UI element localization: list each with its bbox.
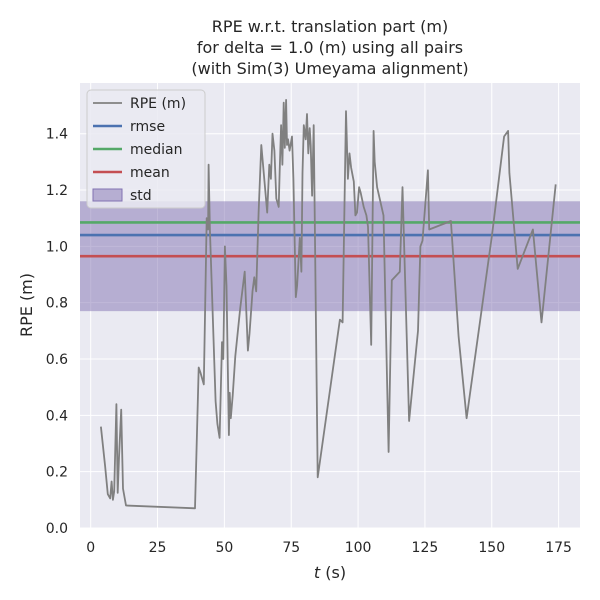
x-tick-label: 100 bbox=[345, 540, 372, 556]
y-tick-label: 0.8 bbox=[46, 296, 68, 312]
x-axis-label-unit: (s) bbox=[320, 563, 346, 582]
rpe-series-line bbox=[100, 99, 557, 510]
stat-lines-layer bbox=[80, 221, 580, 258]
y-tick-label: 0.4 bbox=[46, 408, 68, 424]
legend: RPE (m) rmse median mean std bbox=[86, 89, 206, 209]
y-axis-ticks: 0.0 0.2 0.4 0.6 0.8 1.0 1.2 1.4 bbox=[46, 127, 68, 537]
x-tick-label: 50 bbox=[215, 540, 233, 556]
x-axis-label-var: t bbox=[314, 563, 321, 582]
x-tick-label: 0 bbox=[86, 540, 95, 556]
y-tick-label: 0.0 bbox=[46, 521, 68, 537]
chart-title-line-3: (with Sim(3) Umeyama alignment) bbox=[191, 59, 468, 78]
x-tick-label: 125 bbox=[412, 540, 439, 556]
legend-swatch-std bbox=[92, 188, 123, 202]
y-tick-label: 0.6 bbox=[46, 352, 68, 368]
y-axis-label: RPE (m) bbox=[17, 273, 36, 337]
y-tick-label: 1.4 bbox=[46, 127, 68, 143]
y-tick-label: 1.0 bbox=[46, 239, 68, 255]
y-tick-label: 1.2 bbox=[46, 183, 68, 199]
chart-title-line-2: for delta = 1.0 (m) using all pairs bbox=[197, 38, 463, 57]
x-axis-ticks: 0 25 50 75 100 125 150 175 bbox=[86, 540, 572, 556]
x-tick-label: 75 bbox=[282, 540, 300, 556]
legend-label-rpe: RPE (m) bbox=[130, 96, 186, 112]
legend-frame bbox=[86, 89, 206, 209]
x-axis-label: t (s) bbox=[314, 563, 346, 582]
chart-title-line-1: RPE w.r.t. translation part (m) bbox=[212, 17, 448, 36]
series-layer bbox=[100, 99, 557, 510]
x-tick-label: 150 bbox=[478, 540, 505, 556]
legend-label-median: median bbox=[130, 142, 182, 158]
legend-label-rmse: rmse bbox=[130, 119, 165, 135]
x-tick-label: 25 bbox=[149, 540, 167, 556]
legend-label-mean: mean bbox=[130, 165, 170, 181]
y-tick-label: 0.2 bbox=[46, 465, 68, 481]
legend-label-std: std bbox=[130, 188, 152, 204]
x-tick-label: 175 bbox=[545, 540, 572, 556]
